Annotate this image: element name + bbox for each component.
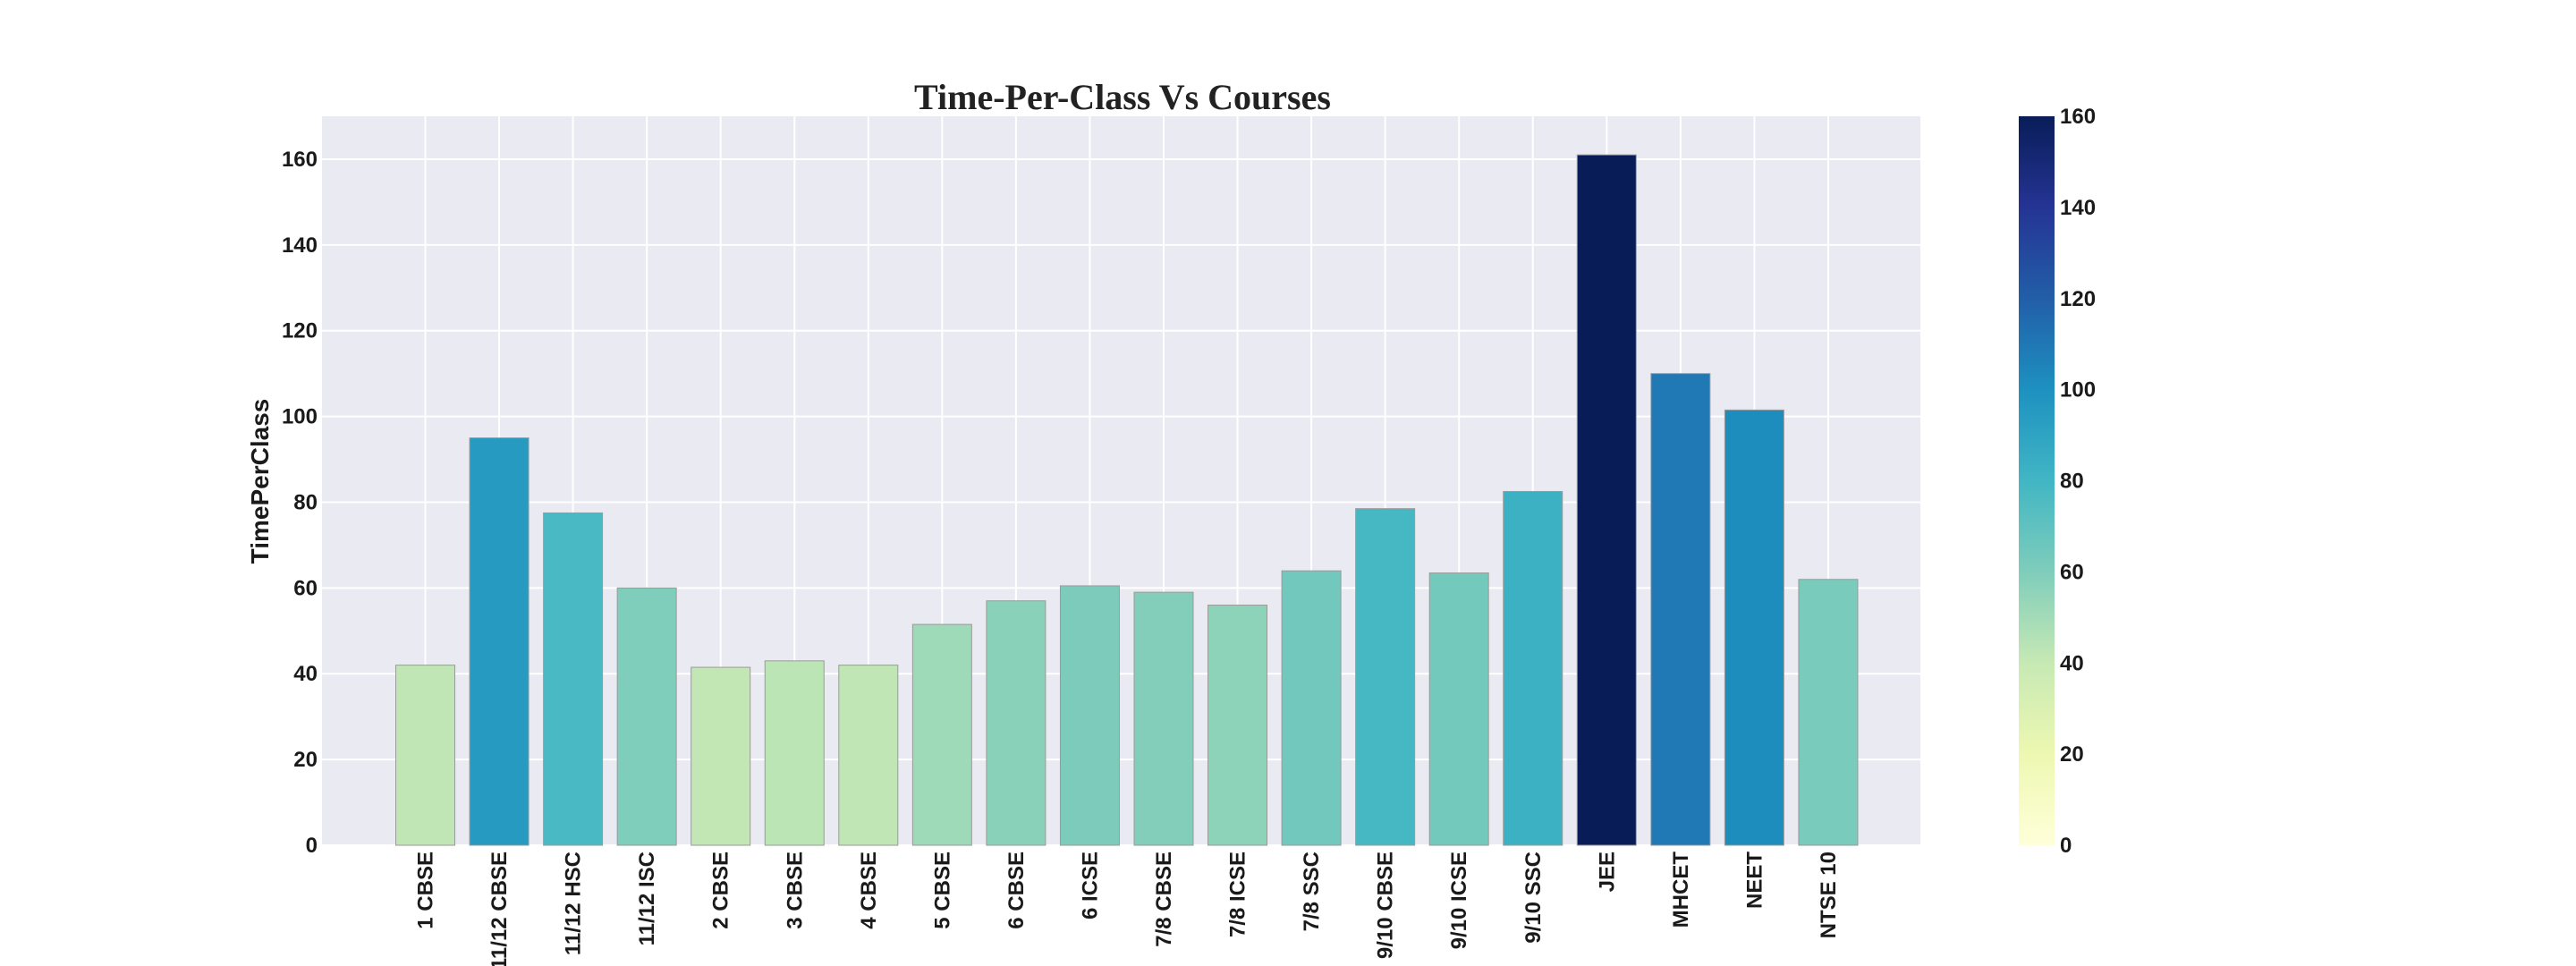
- x-tick-label: 5 CBSE: [930, 852, 954, 929]
- colorbar-tick-label: 20: [2060, 742, 2084, 767]
- colorbar-tick-label: 0: [2060, 834, 2072, 858]
- x-tick-label: 7/8 ICSE: [1226, 852, 1250, 937]
- x-tick-label: 9/10 ICSE: [1447, 852, 1471, 949]
- bar: [764, 660, 825, 846]
- colorbar-tick-label: 140: [2060, 196, 2096, 220]
- x-tick-label: 3 CBSE: [783, 852, 807, 929]
- colorbar-tick-label: 40: [2060, 651, 2084, 675]
- x-tick-label: 6 ICSE: [1078, 852, 1102, 919]
- y-tick-label: 60: [293, 576, 318, 600]
- bar: [1798, 579, 1859, 846]
- bar: [1355, 508, 1416, 846]
- colorbar-tick-label: 80: [2060, 470, 2084, 494]
- bar: [1503, 490, 1563, 846]
- x-tick-label: 7/8 CBSE: [1152, 852, 1176, 947]
- y-tick-label: 140: [282, 233, 318, 258]
- y-tick-label: 0: [306, 834, 318, 858]
- x-tick-label: 9/10 SSC: [1521, 852, 1546, 944]
- colorbar-tick-label: 60: [2060, 560, 2084, 584]
- bar: [1208, 605, 1268, 846]
- x-tick-label: 4 CBSE: [857, 852, 881, 929]
- bar: [1428, 572, 1489, 846]
- y-tick-label: 100: [282, 405, 318, 429]
- bar: [1059, 585, 1120, 846]
- chart-title: Time-Per-Class Vs Courses: [914, 77, 1331, 117]
- colorbar-ticks: 0 20 40 60 80 100 120 140 160: [2060, 105, 2096, 858]
- bar: [1576, 154, 1637, 846]
- bar: [911, 623, 972, 846]
- y-tick-label: 80: [293, 490, 318, 514]
- y-tick-label: 40: [293, 662, 318, 686]
- x-tick-label: 11/12 CBSE: [487, 852, 512, 966]
- x-tick-label: NEET: [1742, 852, 1767, 909]
- x-tick-label: MHCET: [1669, 852, 1693, 928]
- x-tick-label: 6 CBSE: [1004, 852, 1029, 929]
- bar: [1650, 373, 1711, 846]
- x-tick-label: 1 CBSE: [414, 852, 438, 929]
- bar: [395, 665, 455, 846]
- bar: [469, 437, 530, 846]
- x-tick-label: 9/10 CBSE: [1374, 852, 1398, 959]
- y-tick-label: 20: [293, 748, 318, 772]
- bar: [1281, 570, 1342, 846]
- bar: [543, 512, 604, 846]
- x-tick-label: 11/12 HSC: [562, 852, 586, 955]
- bar: [838, 665, 899, 846]
- colorbar-tick-label: 120: [2060, 287, 2096, 311]
- y-tick-label: 160: [282, 148, 318, 172]
- x-tick-label: 2 CBSE: [709, 852, 733, 929]
- x-axis-ticks: 1 CBSE 11/12 CBSE 11/12 HSC 11/12 ISC 2 CBSE…: [414, 852, 1841, 966]
- x-tick-label: 7/8 SSC: [1300, 852, 1324, 931]
- colorbar: [2019, 116, 2055, 845]
- bar: [691, 666, 751, 846]
- bar: [1133, 591, 1194, 846]
- colorbar-tick-label: 100: [2060, 378, 2096, 402]
- x-tick-label: JEE: [1595, 852, 1619, 892]
- bar: [986, 600, 1046, 846]
- x-tick-label: 11/12 ISC: [635, 852, 659, 945]
- bar: [616, 587, 677, 846]
- y-axis-ticks: 0 20 40 60 80 100 120 140 160: [282, 148, 318, 858]
- y-tick-label: 120: [282, 319, 318, 343]
- x-tick-label: NTSE 10: [1817, 852, 1841, 938]
- colorbar-tick-label: 160: [2060, 105, 2096, 129]
- bars: [395, 154, 1859, 846]
- bar: [1724, 409, 1784, 846]
- y-axis-label: TimePerClass: [246, 399, 274, 564]
